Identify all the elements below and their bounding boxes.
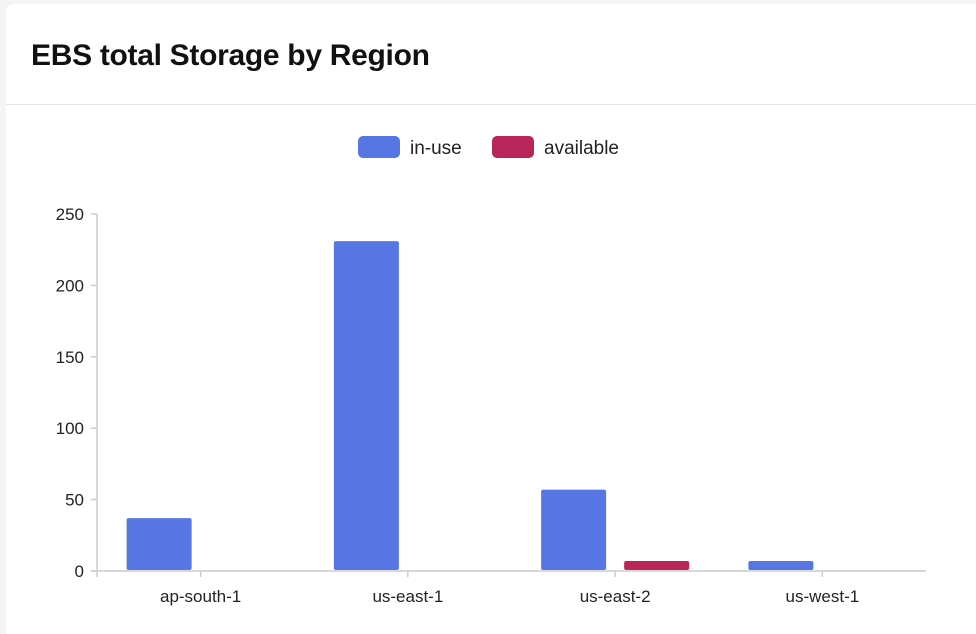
y-tick-label: 50 [65, 491, 84, 510]
chart-bars: ap-south-1 in-use: 37 us-east-1 in-use: 2… [126, 241, 814, 570]
chart-legend[interactable]: in-use available [358, 136, 619, 159]
legend-label: available [544, 138, 619, 159]
bar-in-use-us-west-1[interactable]: us-west-1 in-use: 7 [748, 561, 814, 570]
bar-in-use-us-east-2[interactable]: us-east-2 in-use: 57 [541, 489, 607, 570]
card-header: EBS total Storage by Region [6, 4, 976, 105]
x-tick-label: us-east-2 [580, 587, 651, 606]
bar-in-use-ap-south-1[interactable]: ap-south-1 in-use: 37 [126, 518, 192, 570]
y-tick-label: 150 [56, 348, 84, 367]
chart-axes: 0 50 100 150 200 250 ap-south-1 us-east-1 us-eas… [56, 205, 926, 606]
bar-available-us-east-2[interactable]: us-east-2 available: 7 [624, 561, 690, 570]
x-tick-label: ap-south-1 [160, 587, 241, 606]
legend-swatch [358, 136, 400, 158]
x-tick-label: us-west-1 [786, 587, 860, 606]
y-tick-label: 100 [56, 419, 84, 438]
bar-in-use-us-east-1[interactable]: us-east-1 in-use: 231 [333, 241, 399, 570]
y-tick-label: 250 [56, 205, 84, 224]
legend-item-in-use[interactable]: in-use [358, 136, 462, 159]
legend-swatch [492, 136, 534, 158]
chart-title: EBS total Storage by Region [31, 39, 430, 72]
legend-item-available[interactable]: available [492, 136, 619, 159]
y-tick-label: 0 [75, 562, 84, 581]
x-tick-label: us-east-1 [372, 587, 443, 606]
y-tick-label: 200 [56, 276, 84, 295]
legend-label: in-use [410, 138, 462, 159]
